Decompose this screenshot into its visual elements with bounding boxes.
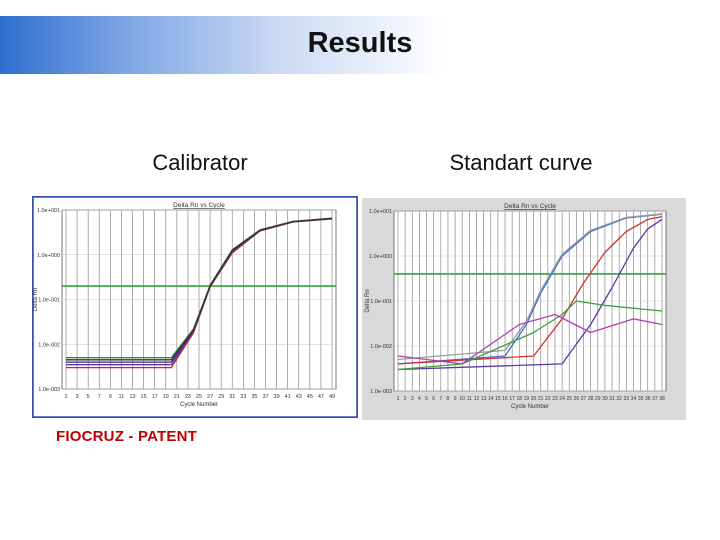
x-tick-label: 29 (218, 394, 224, 400)
y-tick-label: 1.0e+001 (37, 208, 60, 214)
y-axis-label: Delta Rn (365, 289, 371, 312)
calibrator-chart-panel: Delta Rn vs Cycle 1 3 5 7 9 11 13 15 17 19 21 23 25 27… (30, 194, 360, 423)
x-tick-label: 5 (87, 394, 90, 400)
x-tick-label: 32 (616, 396, 622, 402)
x-tick-label: 3 (411, 396, 414, 402)
x-tick-label: 33 (624, 396, 630, 402)
x-tick-label: 17 (152, 394, 158, 400)
x-tick-label: 43 (296, 394, 302, 400)
x-tick-label: 23 (552, 396, 558, 402)
x-tick-label: 41 (285, 394, 291, 400)
x-tick-label: 28 (588, 396, 594, 402)
y-tick-label: 1.0e+000 (369, 254, 392, 260)
x-tick-label: 5 (425, 396, 428, 402)
x-tick-label: 36 (645, 396, 651, 402)
x-tick-label: 38 (659, 396, 665, 402)
x-tick-label: 19 (163, 394, 169, 400)
x-tick-label: 7 (439, 396, 442, 402)
series-line-5 (66, 217, 333, 361)
x-tick-label: 27 (207, 394, 213, 400)
x-tick-label: 45 (307, 394, 313, 400)
calibrator-caption: Calibrator (152, 150, 248, 175)
footer-label: FIOCRUZ - PATENT (56, 428, 197, 445)
y-tick-label: 1.0e-001 (38, 298, 60, 304)
standard-curve-caption: Standart curve (449, 150, 593, 175)
x-tick-label: 21 (174, 394, 180, 400)
y-tick-label: 1.0e-003 (38, 387, 60, 393)
x-tick-label: 13 (129, 394, 135, 400)
x-tick-label: 33 (240, 394, 246, 400)
chart-title: Delta Rn vs Cycle (173, 202, 225, 209)
x-tick-label: 3 (76, 394, 79, 400)
x-tick-label: 24 (559, 396, 565, 402)
x-axis-label: Cycle Number (180, 402, 218, 408)
x-tick-label: 19 (524, 396, 530, 402)
x-tick-label: 39 (274, 394, 280, 400)
y-tick-label: 1.0e+001 (369, 209, 392, 215)
x-tick-label: 29 (595, 396, 601, 402)
x-tick-label: 20 (531, 396, 537, 402)
x-tick-label: 15 (141, 394, 147, 400)
x-tick-label: 4 (418, 396, 421, 402)
x-tick-label: 27 (581, 396, 587, 402)
x-tick-label: 23 (185, 394, 191, 400)
series-line-4 (397, 218, 663, 371)
x-tick-label: 35 (251, 394, 257, 400)
series-line-6 (397, 313, 663, 365)
x-tick-label: 31 (229, 394, 235, 400)
x-tick-label: 12 (474, 396, 480, 402)
x-tick-label: 10 (459, 396, 465, 402)
x-tick-label: 1 (397, 396, 400, 402)
y-tick-label: 1.0e-001 (370, 299, 392, 305)
series-line-2 (397, 213, 663, 361)
y-tick-label: 1.0e-002 (38, 342, 60, 348)
x-tick-label: 34 (631, 396, 637, 402)
x-tick-label: 37 (262, 394, 268, 400)
x-axis-label: Cycle Number (511, 404, 549, 410)
x-tick-label: 13 (481, 396, 487, 402)
series-line-3 (397, 215, 663, 365)
standard-curve-chart-panel: Delta Rn vs Cycle 1 2 3 4 5 6 7 8 9 10 11 12 13 14 15 16… (361, 197, 687, 425)
x-tick-label: 6 (432, 396, 435, 402)
x-tick-label: 47 (318, 394, 324, 400)
x-tick-label: 49 (329, 394, 335, 400)
x-tick-label: 9 (109, 394, 112, 400)
y-tick-label: 1.0e-003 (370, 389, 392, 395)
x-tick-label: 2 (404, 396, 407, 402)
x-tick-label: 7 (98, 394, 101, 400)
x-tick-label: 31 (609, 396, 615, 402)
x-tick-label: 15 (495, 396, 501, 402)
x-tick-label: 9 (454, 396, 457, 402)
title-banner (0, 16, 720, 74)
x-tick-label: 25 (196, 394, 202, 400)
x-tick-label: 16 (502, 396, 508, 402)
chart-title: Delta Rn vs Cycle (504, 203, 556, 210)
x-tick-label: 17 (509, 396, 515, 402)
x-tick-label: 26 (574, 396, 580, 402)
x-tick-label: 8 (447, 396, 450, 402)
y-tick-label: 1.0e-002 (370, 344, 392, 350)
x-tick-label: 37 (652, 396, 658, 402)
x-tick-label: 25 (566, 396, 572, 402)
x-tick-label: 14 (488, 396, 494, 402)
x-tick-label: 11 (467, 396, 472, 402)
x-tick-label: 11 (119, 394, 125, 400)
x-tick-label: 35 (638, 396, 644, 402)
x-tick-label: 18 (517, 396, 523, 402)
y-axis-label: Delta Rn (33, 288, 39, 311)
x-tick-label: 22 (545, 396, 551, 402)
x-tick-label: 30 (602, 396, 608, 402)
y-tick-label: 1.0e+000 (37, 253, 60, 259)
x-tick-label: 1 (64, 394, 67, 400)
x-tick-label: 21 (538, 396, 544, 402)
slide-title: Results (307, 27, 413, 59)
